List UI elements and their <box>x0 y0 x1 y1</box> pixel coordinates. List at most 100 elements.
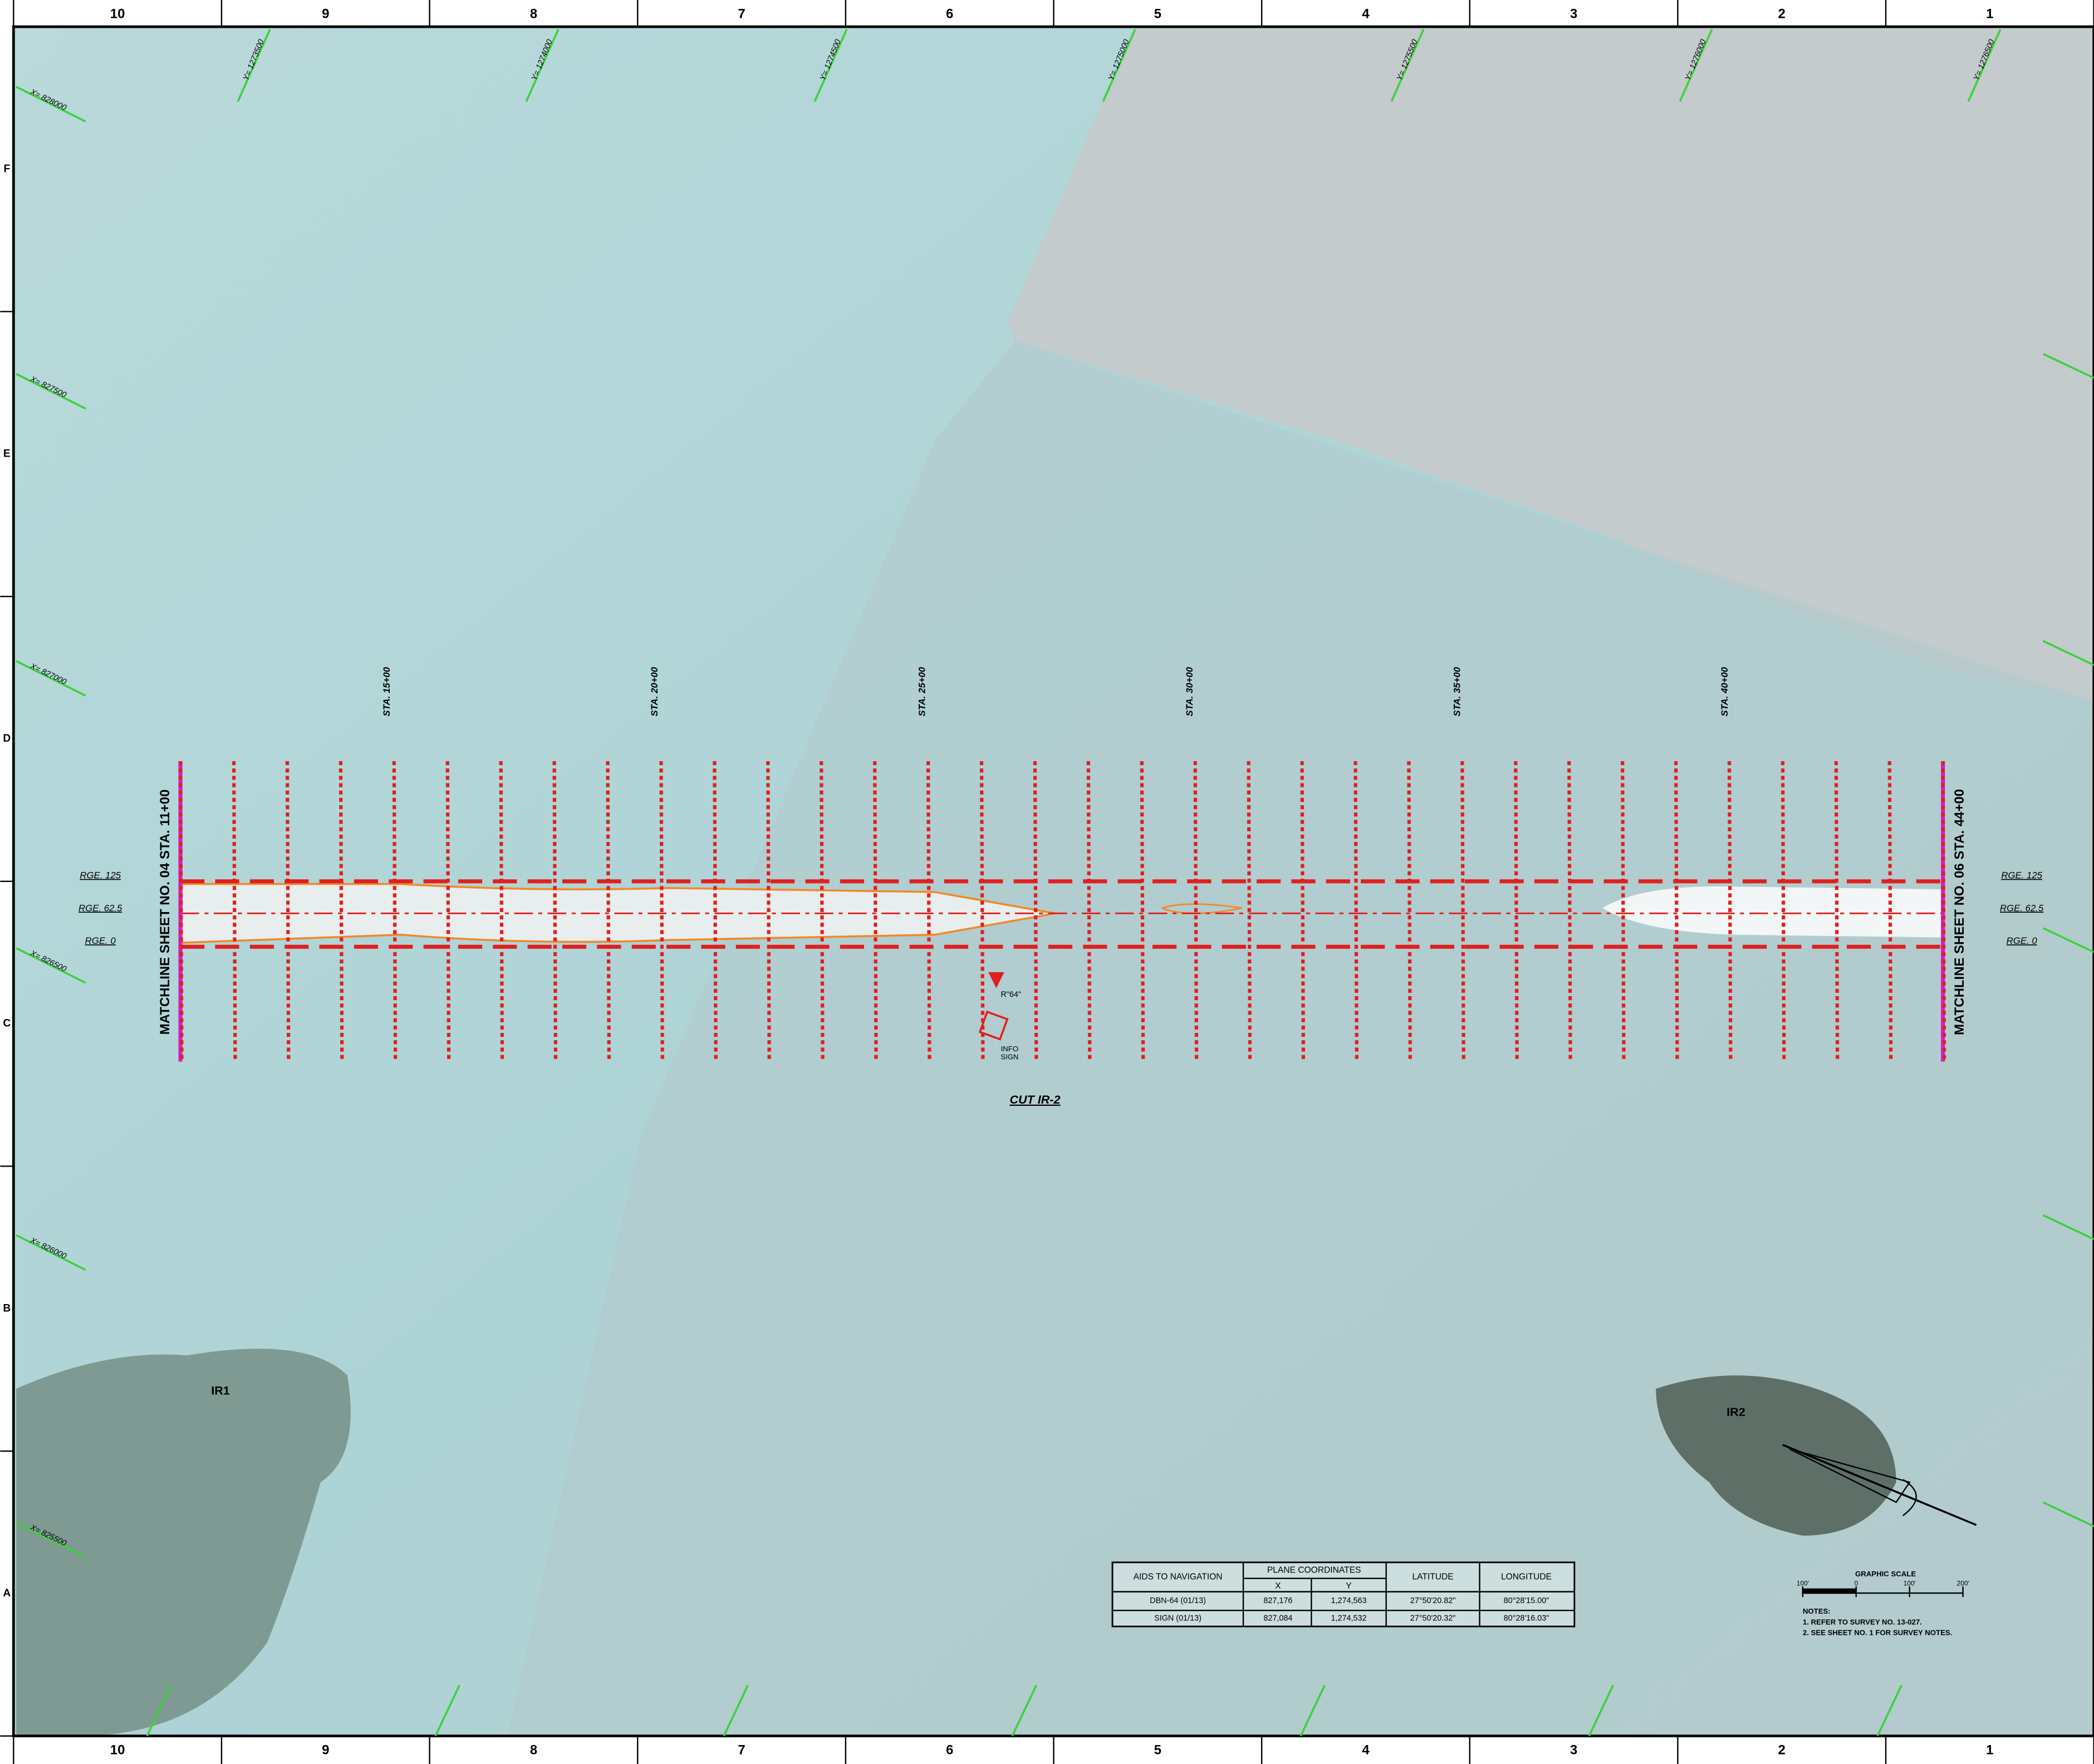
grid-tick <box>16 86 86 122</box>
sounding-line <box>552 761 558 1062</box>
note: 2. SEE SHEET NO. 1 FOR SURVEY NOTES. <box>1803 1628 1952 1636</box>
column-label: 7 <box>738 7 745 22</box>
grid-tick <box>1102 29 1136 102</box>
row-label: E <box>3 448 11 459</box>
grid-tick <box>813 29 848 102</box>
row-label: C <box>3 1018 11 1030</box>
grid-tick <box>16 1234 86 1271</box>
table-cell: SIGN (01/13) <box>1154 1614 1202 1623</box>
table-cell: DBN-64 (01/13) <box>1150 1596 1206 1605</box>
column-label: 8 <box>530 1742 537 1757</box>
sounding-line <box>1887 761 1893 1062</box>
sounding-line <box>766 761 771 1062</box>
island-label: IR1 <box>211 1384 230 1398</box>
aerial-gray-tile <box>1008 26 2094 702</box>
grid-tick <box>2042 1214 2094 1241</box>
grid-tick <box>1967 29 2002 102</box>
table-subheader: Y <box>1346 1581 1352 1591</box>
sounding-line <box>820 761 825 1062</box>
table-cell: 27°50'20.82" <box>1410 1596 1456 1605</box>
column-label: 9 <box>322 1742 329 1757</box>
station-label: STA. 30+00 <box>1184 667 1195 716</box>
column-label: 7 <box>738 1742 745 1757</box>
sounding-line <box>285 761 291 1062</box>
grid-tick <box>146 1684 172 1737</box>
sounding-line <box>926 761 931 1062</box>
row-label: F <box>3 163 10 175</box>
shoal <box>1602 886 1943 938</box>
table-header: AIDS TO NAVIGATION <box>1134 1572 1223 1581</box>
sounding-line <box>1086 761 1092 1062</box>
sounding-line <box>979 761 985 1062</box>
column-label: 6 <box>946 1742 953 1757</box>
sounding-line <box>1941 761 1946 1062</box>
column-label: 2 <box>1778 1742 1786 1757</box>
grid-tick <box>1299 1684 1326 1737</box>
scale-tick-label: 200' <box>1957 1579 1969 1587</box>
grid-tick <box>2042 1501 2094 1527</box>
column-label: 1 <box>1986 1742 1993 1757</box>
sounding-line <box>178 761 184 1062</box>
table-cell: 1,274,532 <box>1331 1614 1367 1623</box>
column-label: 8 <box>530 7 537 22</box>
aid-label: INFO SIGN <box>1001 1045 1018 1061</box>
station-label: STA. 40+00 <box>1719 667 1730 716</box>
sounding-line <box>1193 761 1199 1062</box>
grid-tick <box>1876 1684 1902 1737</box>
column-label: 3 <box>1570 1742 1577 1757</box>
table-cell: 1,274,563 <box>1331 1596 1367 1605</box>
north-arrow <box>1782 1444 1977 1526</box>
scale-tick-label: 0 <box>1854 1579 1858 1587</box>
grid-tick <box>723 1684 749 1737</box>
range-label: RGE. 62.5 <box>2000 903 2044 913</box>
notes-title: NOTES: <box>1803 1607 1831 1615</box>
table-cell: 27°50'20.32" <box>1410 1614 1456 1623</box>
island-ir2 <box>1656 1375 1896 1536</box>
station-label: STA. 15+00 <box>381 667 392 716</box>
sounding-line <box>713 761 718 1062</box>
column-label: 3 <box>1570 7 1577 22</box>
sounding-line <box>659 761 664 1062</box>
aid-label-line: INFO <box>1001 1045 1019 1053</box>
sounding-line <box>1781 761 1786 1062</box>
scale-bar <box>1802 1586 1964 1598</box>
table-header: LONGITUDE <box>1501 1572 1552 1581</box>
station-label: STA. 25+00 <box>916 667 927 716</box>
grid-tick <box>2042 927 2094 953</box>
row-label: D <box>3 733 11 744</box>
sounding-line <box>1140 761 1145 1062</box>
column-label: 10 <box>110 1742 125 1757</box>
range-label: RGE. 0 <box>2007 935 2038 946</box>
grid-tick <box>16 1521 86 1558</box>
matchline-label: MATCHLINE SHEET NO. 04 STA. 11+00 <box>158 790 173 1035</box>
matchline-label: MATCHLINE SHEET NO. 06 STA. 44+00 <box>1952 789 1967 1035</box>
sounding-line <box>339 761 344 1062</box>
grid-tick <box>1588 1684 1614 1737</box>
sounding-line <box>873 761 878 1062</box>
table-cell: 80°28'16.03" <box>1504 1614 1549 1623</box>
sounding-line <box>1834 761 1840 1062</box>
note: 1. REFER TO SURVEY NO. 13-027. <box>1803 1618 1922 1626</box>
sounding-line <box>1567 761 1572 1062</box>
sounding-line <box>1620 761 1626 1062</box>
column-label: 4 <box>1362 7 1370 22</box>
aid-label: R"64" <box>1001 990 1021 999</box>
grid-tick <box>16 947 86 984</box>
row-label: B <box>3 1302 11 1314</box>
sounding-line <box>392 761 398 1062</box>
sounding-line <box>1354 761 1359 1062</box>
table-cell: 827,176 <box>1263 1596 1292 1605</box>
table-subheader: X <box>1275 1581 1281 1591</box>
sounding-line <box>499 761 504 1062</box>
sounding-line <box>232 761 237 1062</box>
sounding-line <box>1514 761 1519 1062</box>
column-label: 4 <box>1362 1742 1370 1757</box>
sounding-line <box>1033 761 1038 1062</box>
range-label: RGE. 125 <box>80 870 121 881</box>
grid-tick <box>16 660 86 697</box>
scale-title: GRAPHIC SCALE <box>1855 1570 1916 1578</box>
table-header: LATITUDE <box>1412 1572 1453 1581</box>
table-header: PLANE COORDINATES <box>1267 1565 1361 1575</box>
sounding-line <box>445 761 451 1062</box>
